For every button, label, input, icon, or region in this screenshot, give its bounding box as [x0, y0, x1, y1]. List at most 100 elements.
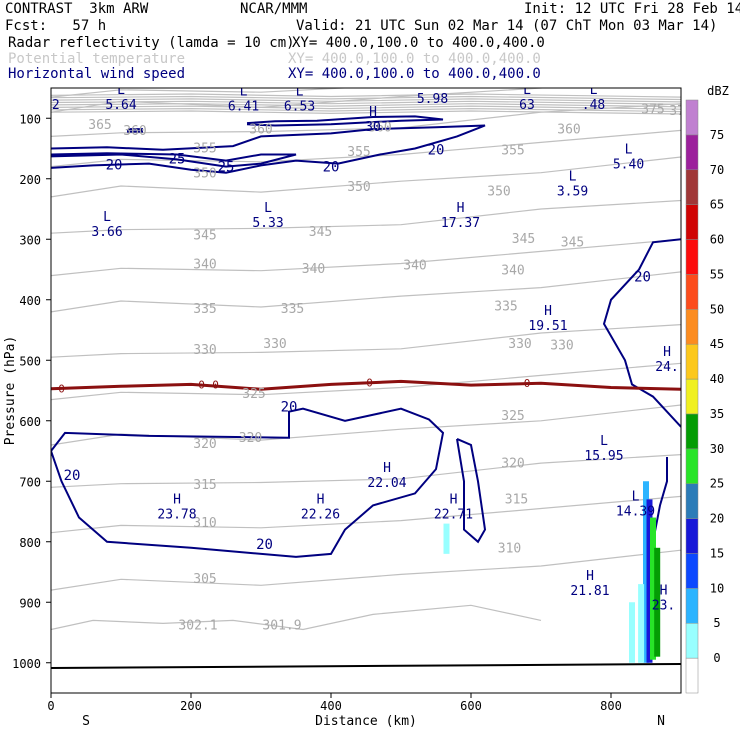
- ground-line: [50, 663, 682, 669]
- colorbar-level: 40: [710, 372, 724, 386]
- extremum-value: 24.: [655, 360, 678, 375]
- extremum-letter: H: [383, 461, 391, 476]
- extremum-value: 23.: [652, 598, 675, 613]
- reflectivity-cell: [629, 602, 635, 663]
- extremum-letter: L: [600, 434, 608, 449]
- theta-label: 375: [641, 102, 664, 117]
- theta-label: 350: [347, 180, 370, 195]
- theta-contour-line: [51, 100, 681, 105]
- theta-contour-line: [51, 238, 681, 277]
- wind-contour-lower: [51, 407, 445, 558]
- theta-label: 315: [193, 478, 216, 493]
- theta-contour-line: [51, 454, 681, 488]
- extremum-value: 22.26: [301, 508, 340, 523]
- theta-label: 330: [508, 337, 531, 352]
- theta-label: 340: [302, 262, 325, 277]
- extremum-value: 14.39: [616, 505, 655, 520]
- theta-contour-line: [51, 362, 681, 401]
- reflectivity-cell: [646, 499, 653, 663]
- theta-label: 360: [557, 122, 580, 137]
- theta-label: 302.1: [178, 618, 217, 633]
- theta-contour-line: [51, 549, 681, 591]
- y-tick-label: 100: [19, 112, 41, 126]
- colorbar-swatch: [685, 204, 699, 240]
- colorbar-swatch: [685, 309, 699, 345]
- extremum-letter: H: [457, 201, 465, 216]
- extremum-letter: L: [117, 83, 125, 98]
- x-axis-label: Distance (km): [315, 714, 417, 729]
- extremum-letter: L: [625, 142, 633, 157]
- extremum-value: 63: [519, 98, 535, 113]
- colorbar-level: 0: [713, 651, 720, 665]
- theta-contour-line: [51, 110, 681, 115]
- theta-contour-line: [51, 324, 681, 358]
- colorbar-swatch: [685, 657, 699, 694]
- theta-contour-line: [51, 105, 681, 110]
- y-tick-label: 800: [19, 536, 41, 550]
- extremum-letter: H: [660, 583, 668, 598]
- y-tick-label: 300: [19, 233, 41, 247]
- wind-contour-east: [602, 238, 681, 428]
- extremum-letter: H: [369, 105, 377, 120]
- wind-label: 20: [323, 159, 340, 175]
- field-xy-wind: XY= 400.0,100.0 to 400.0,400.0: [288, 66, 541, 82]
- theta-label: 360: [368, 121, 391, 136]
- colorbar-level: 35: [710, 407, 724, 421]
- theta-label: 325: [242, 387, 265, 402]
- extremum-value: 15.95: [584, 449, 623, 464]
- extremum-value: 3.59: [557, 185, 588, 200]
- colorbar-swatch: [685, 448, 699, 484]
- theta-label: 305: [193, 572, 216, 587]
- theta-contour-line: [51, 103, 681, 108]
- extremum-value: 6.53: [284, 99, 315, 114]
- colorbar: dBZ 0 5 10 15 20 25 30 35 40 45 50 55 60 65 70 75: [685, 84, 729, 694]
- colorbar-level: 25: [710, 477, 724, 491]
- field-label-theta: Potential temperature: [8, 51, 186, 67]
- theta-label: 340: [501, 263, 524, 278]
- wind-label: 25: [169, 152, 186, 168]
- theta-contour-line: [51, 33, 681, 73]
- theta-label: 320: [193, 437, 216, 452]
- extremum-letter: H: [663, 345, 671, 360]
- freezing-label: 0: [198, 378, 205, 391]
- extremum-value: 19.51: [528, 319, 567, 334]
- colorbar-level: 15: [710, 546, 724, 560]
- theta-label: 345: [561, 236, 584, 251]
- theta-contour-line: [51, 156, 681, 198]
- forecast-hour: Fcst: 57 h: [5, 18, 107, 34]
- reflectivity-cell: [638, 584, 645, 663]
- colorbar-swatch: [685, 483, 699, 519]
- colorbar-level: 65: [710, 198, 724, 212]
- y-tick-label: 1000: [12, 657, 41, 671]
- colorbar-swatch: [685, 239, 699, 275]
- colorbar-swatch: [685, 99, 699, 136]
- theta-contour-line: [51, 107, 681, 113]
- field-xy-reflectivity: XY= 400.0,100.0 to 400.0,400.0: [292, 35, 545, 51]
- freezing-label: 0: [366, 377, 373, 390]
- contour-labels: 375 370 365 360 360 360 360 355 355 355 350 350 350 3…: [51, 83, 681, 633]
- field-label-reflectivity: Radar reflectivity (lamda = 10 cm): [8, 35, 295, 51]
- colorbar-title: dBZ: [707, 84, 729, 98]
- colorbar-swatch: [685, 378, 699, 415]
- extremum-letter: L: [264, 201, 272, 216]
- theta-label: 350: [487, 185, 510, 200]
- theta-label: 355: [193, 142, 216, 157]
- extremum-letter: H: [173, 493, 181, 508]
- theta-label: 335: [193, 302, 216, 317]
- x-tick-label: 800: [600, 699, 622, 713]
- colorbar-swatch: [685, 169, 699, 205]
- colorbar-swatch: [685, 134, 699, 171]
- extremum-value: 23.78: [157, 508, 196, 523]
- reflectivity-cell: [643, 481, 649, 663]
- theta-label: 335: [281, 302, 304, 317]
- theta-label: 340: [193, 257, 216, 272]
- x-tick-label: 0: [47, 699, 54, 713]
- colorbar-swatch: [685, 588, 699, 624]
- y-tick-label: 700: [19, 475, 41, 489]
- y-tick-label: 600: [19, 415, 41, 429]
- theta-label: 315: [505, 493, 528, 508]
- theta-label: 360: [123, 124, 146, 139]
- extremum-letter: H: [544, 304, 552, 319]
